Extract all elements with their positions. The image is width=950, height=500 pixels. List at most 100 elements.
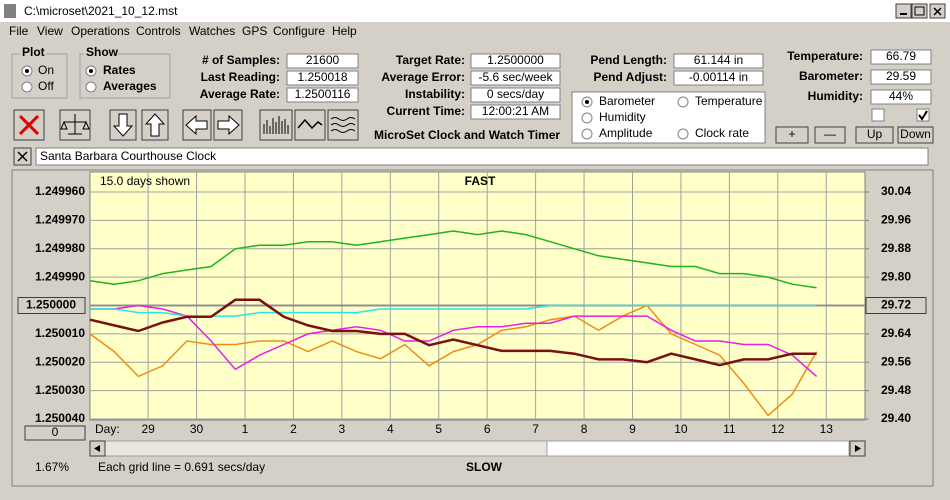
grid-note: Each grid line = 0.691 secs/day <box>98 460 265 474</box>
minimize[interactable] <box>895 3 912 19</box>
legend-label[interactable]: Temperature <box>695 94 763 108</box>
field-value: 61.144 in <box>694 53 743 67</box>
waves-button[interactable] <box>327 109 359 141</box>
field-value: 1.2500116 <box>295 87 351 101</box>
x-label: Day: <box>95 422 120 436</box>
button[interactable] <box>814 126 846 144</box>
y-tick-label: 1.250020 <box>35 354 85 368</box>
y-tick-label: 1.250000 <box>26 298 76 312</box>
legend-label[interactable]: Amplitude <box>599 126 653 140</box>
x-tick-label: 13 <box>820 422 834 436</box>
field-value: 21600 <box>306 53 340 67</box>
x-tick-label: 9 <box>629 422 636 436</box>
subtitle: MicroSet Clock and Watch Timer <box>374 128 560 142</box>
button[interactable] <box>775 126 809 144</box>
group-title: Show <box>86 45 119 59</box>
field-box <box>286 53 359 69</box>
radio-label[interactable]: Averages <box>103 79 157 93</box>
radio-label[interactable]: On <box>38 63 54 77</box>
radio-label[interactable]: Off <box>38 79 54 93</box>
x-tick-label: 10 <box>674 422 688 436</box>
button-label[interactable]: Up <box>867 127 883 141</box>
field-value: 1.2500000 <box>487 53 544 67</box>
field-label: Barometer: <box>799 69 863 83</box>
button[interactable] <box>855 126 894 144</box>
button-label[interactable]: + <box>788 127 795 141</box>
menu-item[interactable]: Help <box>332 24 357 38</box>
legend-radio[interactable] <box>581 128 593 140</box>
field-label: Average Error: <box>381 70 465 84</box>
x-tick-label: 5 <box>435 422 442 436</box>
note-text: Santa Barbara Courthouse Clock <box>40 149 217 163</box>
y2-tick-label: 29.64 <box>881 326 911 340</box>
legend-label[interactable]: Humidity <box>599 110 646 124</box>
offset-value[interactable]: 0 <box>52 425 59 439</box>
reference-box[interactable] <box>865 297 927 314</box>
window-controls[interactable] <box>895 3 946 19</box>
field-label: Instability: <box>405 87 465 101</box>
series-line <box>89 304 818 417</box>
y2-tick-label: 30.04 <box>881 184 911 198</box>
field-box <box>470 87 561 103</box>
button[interactable] <box>897 126 934 144</box>
menu-item[interactable]: Watches <box>189 24 235 38</box>
legend-radio-dot <box>585 100 589 104</box>
y-tick-label: 1.249960 <box>35 184 85 198</box>
menu-item[interactable]: Controls <box>136 24 181 38</box>
button-label[interactable]: — <box>824 127 836 141</box>
y2-tick-label: 29.80 <box>881 269 911 283</box>
menu-item[interactable]: Operations <box>71 24 130 38</box>
note-field[interactable] <box>35 147 929 166</box>
x-tick-label: 11 <box>723 422 736 436</box>
menu-item[interactable]: View <box>37 24 63 38</box>
y-tick-label: 1.250040 <box>35 411 85 425</box>
offset-button[interactable] <box>24 425 86 441</box>
x-tick-label: 6 <box>484 422 491 436</box>
y-tick-label: 1.249980 <box>35 241 85 255</box>
legend-radio[interactable] <box>581 112 593 124</box>
y2-tick-label: 29.48 <box>881 383 911 397</box>
field-label: Last Reading: <box>201 70 280 84</box>
field-label: Temperature: <box>787 49 863 63</box>
field-value: 0 secs/day <box>487 87 544 101</box>
field-label: Humidity: <box>808 89 863 103</box>
field-value: 44% <box>889 89 913 103</box>
maximize[interactable] <box>911 3 928 19</box>
field-label: Current Time: <box>387 104 465 118</box>
y2-tick-label: 29.56 <box>881 354 911 368</box>
menu-item[interactable]: GPS <box>242 24 267 38</box>
scroll-thumb[interactable] <box>546 440 850 457</box>
field-label: Average Rate: <box>200 87 280 101</box>
field-box <box>870 69 932 85</box>
field-box <box>870 89 932 105</box>
legend-label[interactable]: Barometer <box>599 94 655 108</box>
menu-item[interactable]: Configure <box>273 24 325 38</box>
reference-box[interactable] <box>17 297 86 314</box>
legend-radio[interactable] <box>677 96 689 108</box>
app-icon <box>4 4 16 18</box>
field-value: 1.250018 <box>297 70 347 84</box>
field-label: Target Rate: <box>396 53 465 67</box>
y-tick-label: 1.250030 <box>35 383 85 397</box>
legend-label[interactable]: Clock rate <box>695 126 749 140</box>
series-line <box>90 304 818 377</box>
field-label: Pend Length: <box>590 53 667 67</box>
radio[interactable] <box>21 81 33 93</box>
radio-label[interactable]: Rates <box>103 63 136 77</box>
series-line <box>89 298 817 367</box>
menu-item[interactable]: File <box>9 24 29 38</box>
legend-radio[interactable] <box>677 128 689 140</box>
x-tick-label: 1 <box>242 422 249 436</box>
x-tick-label: 8 <box>581 422 588 436</box>
window-title: C:\microset\2021_10_12.mst <box>24 4 178 18</box>
button-label[interactable]: Down <box>900 127 931 141</box>
field-value: -0.00114 in <box>689 70 748 84</box>
radio[interactable] <box>85 81 97 93</box>
field-box <box>470 53 561 69</box>
show-group <box>79 53 171 99</box>
series-selector <box>571 91 766 144</box>
y2-tick-label: 29.72 <box>881 298 911 312</box>
x-tick-label: 2 <box>290 422 297 436</box>
checkbox[interactable] <box>871 108 885 122</box>
legend: Barometer Temperature Humidity Amplitude Clo… <box>581 94 763 140</box>
